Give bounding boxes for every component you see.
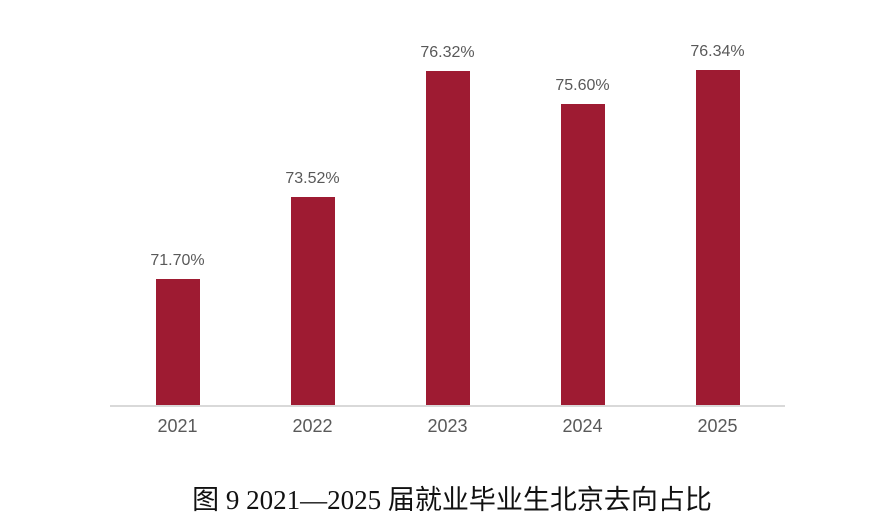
bar-value-label: 73.52% [285, 170, 340, 187]
bar-value-label: 75.60% [555, 77, 610, 94]
bar-chart: 71.70% 73.52% 76.32% 75.60% 76.34% 2021 2022 2… [110, 0, 785, 437]
bar-group-2025: 76.34% [650, 43, 785, 405]
bar-group-2022: 73.52% [245, 170, 380, 405]
bar [155, 279, 200, 405]
bar [695, 70, 740, 405]
bar [290, 197, 335, 405]
bar-value-label: 76.32% [420, 44, 475, 61]
x-axis-tick-label: 2023 [427, 416, 468, 436]
bar-group-2023: 76.32% [380, 44, 515, 405]
plot-area: 71.70% 73.52% 76.32% 75.60% 76.34% [110, 0, 785, 407]
bar-value-label: 76.34% [690, 43, 745, 60]
x-axis-tick-label: 2024 [562, 416, 603, 436]
x-axis-tick-label: 2021 [157, 416, 198, 436]
bar [560, 104, 605, 405]
x-axis-tick-label: 2025 [697, 416, 738, 436]
figure-caption: 图 9 2021—2025 届就业毕业生北京去向占比 [192, 485, 712, 515]
bar [425, 71, 470, 405]
bar-group-2021: 71.70% [110, 252, 245, 405]
bar-value-label: 71.70% [150, 252, 205, 269]
x-axis-labels: 2021 2022 2023 2024 2025 [110, 407, 785, 437]
bar-group-2024: 75.60% [515, 77, 650, 405]
x-axis-tick-label: 2022 [292, 416, 333, 436]
